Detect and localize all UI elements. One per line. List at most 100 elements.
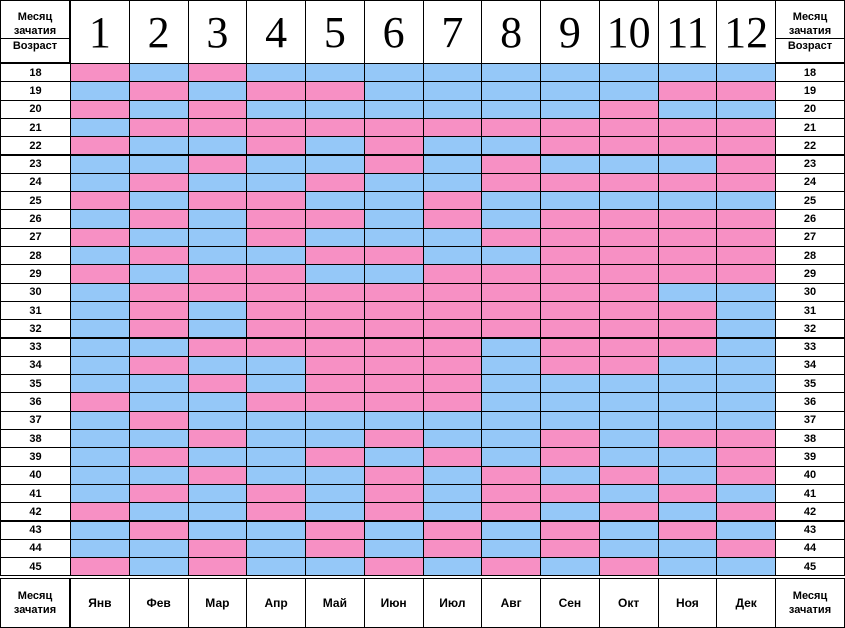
age-label-left: 18 bbox=[0, 63, 71, 83]
month-name: Янв bbox=[70, 578, 130, 628]
chart-cell-boy bbox=[657, 282, 718, 302]
chart-cell-boy bbox=[70, 465, 130, 485]
chart-cell-girl bbox=[305, 209, 365, 229]
chart-cell-boy bbox=[305, 410, 365, 430]
chart-cell-boy bbox=[598, 447, 659, 467]
age-label-right: 38 bbox=[775, 429, 845, 449]
chart-cell-girl bbox=[422, 282, 483, 302]
chart-cell-girl bbox=[716, 429, 776, 449]
age-label-right: 31 bbox=[775, 300, 845, 321]
chart-cell-girl bbox=[305, 246, 365, 266]
chart-cell-boy bbox=[246, 355, 306, 376]
month-number-11: 11 bbox=[657, 0, 718, 64]
age-label-right: 39 bbox=[775, 447, 845, 467]
chart-cell-boy bbox=[70, 172, 130, 193]
chart-cell-girl bbox=[187, 117, 248, 138]
chart-cell-girl bbox=[246, 502, 306, 522]
chart-cell-boy bbox=[187, 319, 248, 339]
chart-cell-girl bbox=[540, 136, 600, 156]
chart-cell-boy bbox=[187, 81, 248, 101]
chart-cell-girl bbox=[187, 99, 248, 119]
chart-cell-girl bbox=[598, 227, 659, 247]
chart-cell-boy bbox=[422, 99, 483, 119]
chart-cell-boy bbox=[598, 81, 659, 101]
chart-cell-girl bbox=[70, 392, 130, 412]
chart-cell-girl bbox=[657, 227, 718, 247]
chart-cell-girl bbox=[70, 136, 130, 156]
chart-cell-boy bbox=[246, 154, 306, 174]
age-label-right: 19 bbox=[775, 81, 845, 101]
chart-cell-boy bbox=[128, 502, 189, 522]
chart-cell-boy bbox=[363, 264, 424, 284]
chart-cell-boy bbox=[481, 392, 541, 412]
chart-cell-girl bbox=[422, 300, 483, 321]
chart-cell-girl bbox=[363, 246, 424, 266]
chart-cell-girl bbox=[422, 374, 483, 394]
chart-cell-girl bbox=[128, 319, 189, 339]
chart-cell-boy bbox=[716, 99, 776, 119]
chart-cell-girl bbox=[305, 282, 365, 302]
chart-cell-girl bbox=[363, 392, 424, 412]
chart-cell-boy bbox=[481, 410, 541, 430]
chart-cell-girl bbox=[657, 300, 718, 321]
chart-cell-boy bbox=[481, 447, 541, 467]
chart-cell-boy bbox=[363, 81, 424, 101]
chart-cell-boy bbox=[540, 502, 600, 522]
age-label-right: 45 bbox=[775, 557, 845, 577]
age-label-left: 40 bbox=[0, 465, 71, 485]
age-label-left: 39 bbox=[0, 447, 71, 467]
month-number-12: 12 bbox=[716, 0, 776, 64]
month-name: Авг bbox=[481, 578, 541, 628]
chart-cell-boy bbox=[598, 154, 659, 174]
chart-cell-girl bbox=[70, 502, 130, 522]
chart-cell-girl bbox=[540, 538, 600, 559]
chart-cell-boy bbox=[540, 99, 600, 119]
chart-cell-girl bbox=[128, 209, 189, 229]
chart-cell-boy bbox=[70, 410, 130, 430]
chart-cell-girl bbox=[657, 136, 718, 156]
chart-cell-boy bbox=[187, 227, 248, 247]
age-label-right: 33 bbox=[775, 337, 845, 357]
chart-cell-girl bbox=[128, 355, 189, 376]
chart-cell-boy bbox=[657, 355, 718, 376]
chart-cell-boy bbox=[657, 538, 718, 559]
chart-cell-boy bbox=[187, 300, 248, 321]
chart-cell-boy bbox=[363, 538, 424, 559]
age-label-right: 41 bbox=[775, 483, 845, 504]
conception-label-line2: зачатия bbox=[13, 25, 57, 37]
chart-cell-girl bbox=[128, 483, 189, 504]
chart-cell-girl bbox=[657, 117, 718, 138]
chart-cell-boy bbox=[128, 136, 189, 156]
chart-cell-boy bbox=[128, 191, 189, 211]
chart-cell-girl bbox=[657, 264, 718, 284]
chart-cell-girl bbox=[598, 99, 659, 119]
chart-cell-boy bbox=[657, 557, 718, 577]
chart-cell-boy bbox=[187, 520, 248, 540]
chart-cell-boy bbox=[70, 154, 130, 174]
chart-cell-girl bbox=[716, 227, 776, 247]
month-name: Фев bbox=[128, 578, 189, 628]
age-label-left: 41 bbox=[0, 483, 71, 504]
chart-cell-boy bbox=[128, 63, 189, 83]
chart-cell-boy bbox=[657, 99, 718, 119]
chart-cell-girl bbox=[246, 136, 306, 156]
chart-cell-girl bbox=[481, 483, 541, 504]
chart-cell-boy bbox=[363, 172, 424, 193]
chart-cell-girl bbox=[422, 264, 483, 284]
footer-conception-line2-right: зачатия bbox=[788, 604, 832, 616]
month-name: Апр bbox=[246, 578, 306, 628]
chart-cell-boy bbox=[598, 374, 659, 394]
chart-cell-boy bbox=[481, 209, 541, 229]
month-name: Июн bbox=[363, 578, 424, 628]
chart-cell-girl bbox=[481, 172, 541, 193]
chart-cell-boy bbox=[716, 392, 776, 412]
chart-cell-girl bbox=[598, 319, 659, 339]
header-corner-right: Месяц зачатия Возраст bbox=[775, 0, 845, 63]
chart-cell-boy bbox=[363, 63, 424, 83]
chart-cell-girl bbox=[422, 355, 483, 376]
age-label-left: 43 bbox=[0, 520, 71, 540]
chart-cell-boy bbox=[540, 63, 600, 83]
month-number-5: 5 bbox=[305, 0, 365, 64]
chart-cell-girl bbox=[716, 154, 776, 174]
chart-cell-girl bbox=[657, 81, 718, 101]
